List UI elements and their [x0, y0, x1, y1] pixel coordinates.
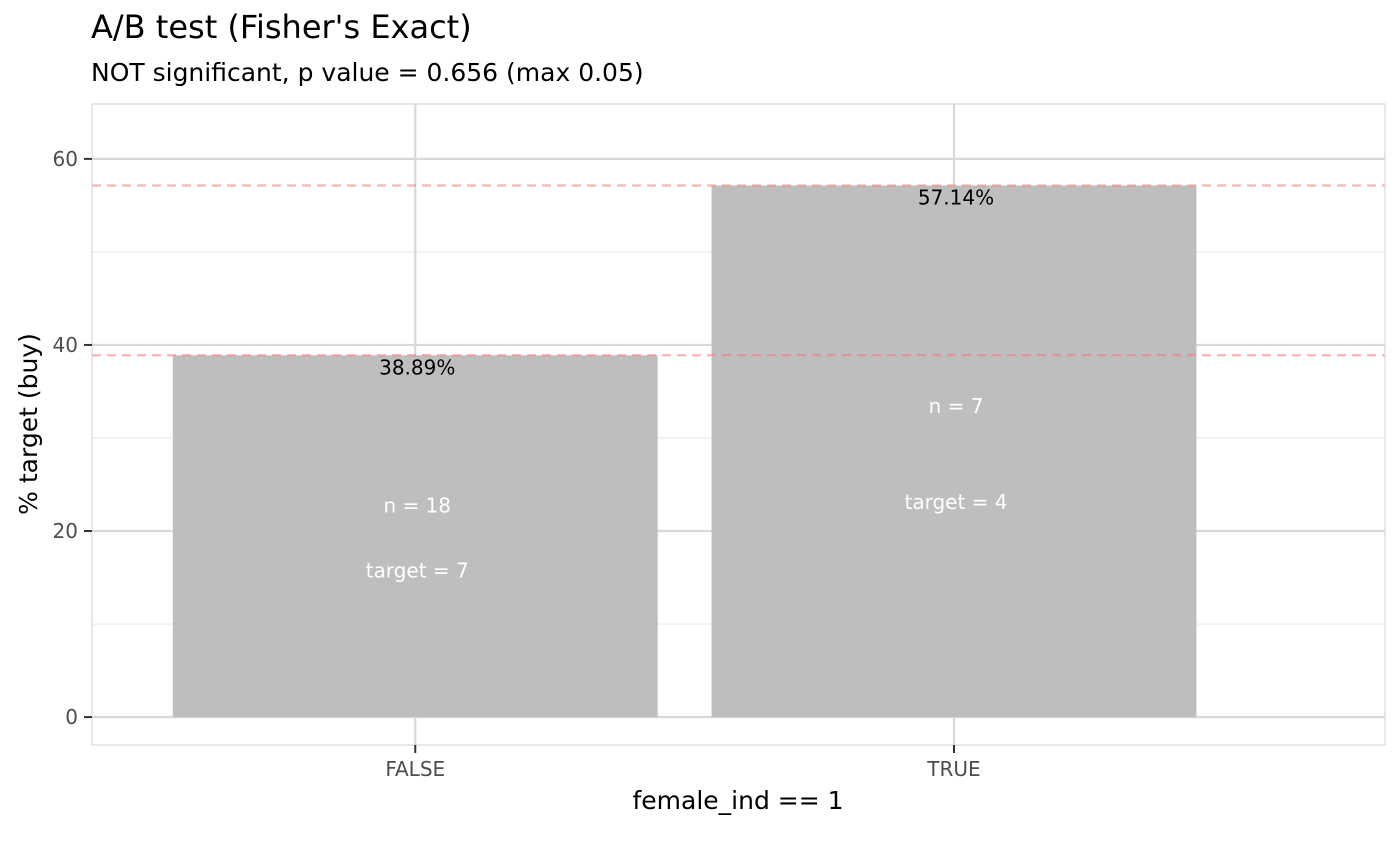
value-label: 38.89%	[379, 355, 455, 379]
axis-layer: 0 20 40 60 FALSE TRUE	[53, 147, 981, 781]
target-label: target = 4	[904, 490, 1007, 514]
value-label: 57.14%	[918, 185, 994, 209]
y-tick-label: 0	[65, 705, 78, 729]
chart-subtitle: NOT significant, p value = 0.656 (max 0.…	[91, 58, 644, 87]
data-label-layer: 38.89% n = 18 target = 7 57.14% n = 7 target …	[366, 185, 1008, 582]
y-tick-label: 60	[53, 147, 78, 171]
y-tick-label: 20	[53, 519, 78, 543]
bar-false	[172, 355, 658, 718]
bar-true	[711, 185, 1197, 718]
chart-title: A/B test (Fisher's Exact)	[91, 8, 472, 46]
y-axis-title: % target (buy)	[14, 333, 43, 515]
x-tick-label: FALSE	[385, 757, 445, 781]
x-tick-label: TRUE	[926, 757, 980, 781]
x-axis-title: female_ind == 1	[632, 786, 843, 815]
reference-line-layer	[92, 184, 1385, 357]
n-label: n = 7	[929, 394, 984, 418]
n-label: n = 18	[383, 493, 451, 517]
bar-layer	[172, 185, 1197, 718]
target-label: target = 7	[366, 559, 469, 583]
y-tick-label: 40	[53, 333, 78, 357]
panel-border	[91, 103, 1386, 746]
